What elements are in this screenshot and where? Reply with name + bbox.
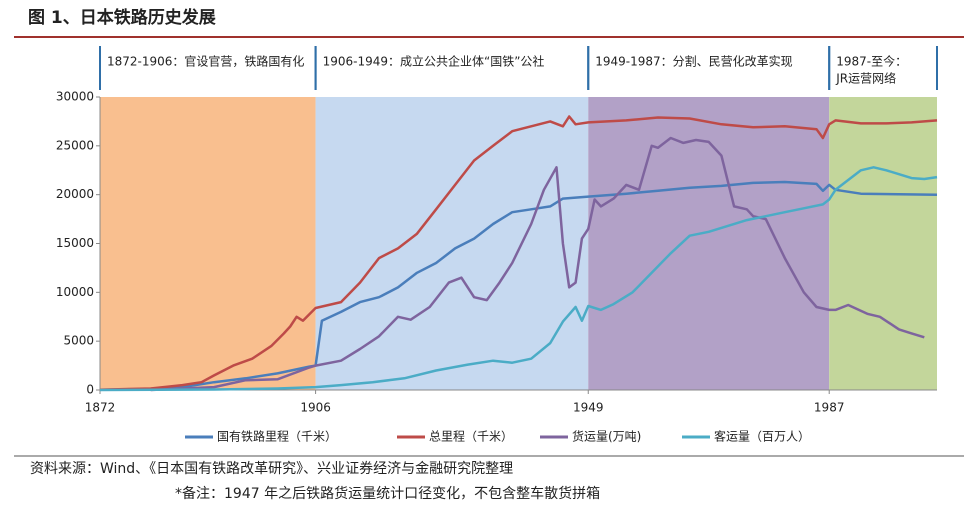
legend-item: 客运量（百万人） (682, 429, 810, 444)
x-tick-label: 1906 (300, 401, 331, 415)
y-tick-label: 10000 (56, 285, 94, 299)
series-line (99, 166, 938, 392)
chart-title: 图 1、日本铁路历史发展 (28, 7, 216, 28)
remark-note: *备注：1947 年之后铁路货运量统计口径变化，不包含整车散货拼箱 (175, 485, 600, 502)
era-label: 1949-1987：分割、民营化改革实现 (595, 54, 792, 69)
legend-item: 货运量(万吨) (540, 429, 641, 444)
era-label: 1906-1949：成立公共企业体“国铁”公社 (323, 54, 545, 69)
series-line (99, 115, 938, 391)
legend-label: 国有铁路里程（千米） (217, 429, 337, 444)
y-tick-label: 15000 (56, 236, 94, 250)
era-band (100, 97, 316, 390)
y-tick-label: 25000 (56, 138, 94, 152)
era-label: 1987-至今： (836, 54, 907, 69)
era-label: JR运营网络 (835, 71, 896, 86)
legend-item: 总里程（千米） (397, 429, 513, 444)
x-tick-label: 1987 (814, 401, 845, 415)
era-band (315, 97, 589, 390)
series-line (150, 136, 925, 392)
era-band (829, 97, 937, 390)
x-tick-label: 1872 (85, 401, 116, 415)
era-band (588, 97, 830, 390)
y-tick-label: 30000 (56, 90, 94, 104)
legend-label: 货运量(万吨) (572, 429, 641, 444)
legend-label: 总里程（千米） (429, 429, 513, 444)
era-label: 1872-1906：官设官营，铁路国有化 (107, 54, 304, 69)
y-tick-label: 5000 (63, 334, 94, 348)
legend-item: 国有铁路里程（千米） (185, 429, 337, 444)
legend-label: 客运量（百万人） (714, 429, 810, 444)
source-note: 资料来源：Wind、《日本国有铁路改革研究》、兴业证券经济与金融研究院整理 (30, 461, 513, 477)
y-tick-label: 20000 (56, 187, 94, 201)
x-tick-label: 1949 (573, 401, 604, 415)
series-line (99, 180, 938, 391)
y-tick-label: 0 (86, 383, 94, 397)
